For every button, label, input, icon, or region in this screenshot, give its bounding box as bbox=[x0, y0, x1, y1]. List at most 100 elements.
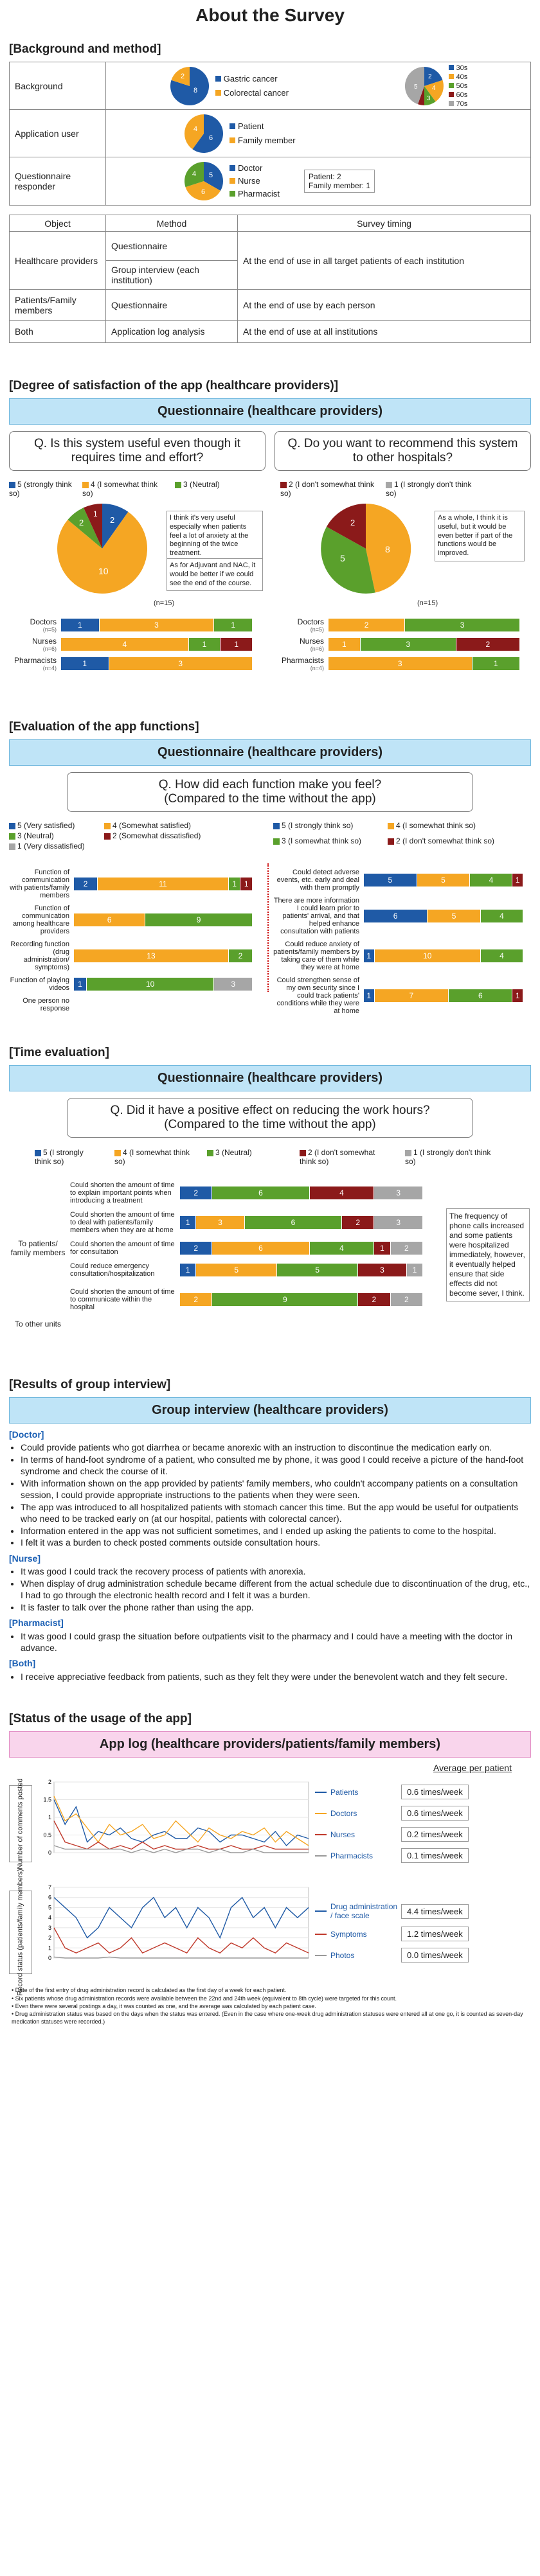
note-recommend: As a whole, I think it is useful, but it… bbox=[435, 511, 525, 561]
record-legend: Drug administration / face scale 4.4 time… bbox=[315, 1896, 531, 1969]
bars-useful: Doctors (n=5) 1 3 1 Nurses (n=6) 4 1 1 Pharmacists… bbox=[9, 613, 264, 675]
svg-text:(n=15): (n=15) bbox=[154, 599, 174, 607]
average-title: Average per patient bbox=[433, 1763, 512, 1774]
bar-segment: 1 bbox=[61, 657, 109, 670]
bar-segment: 1 bbox=[328, 638, 361, 651]
bar-segment: 2 bbox=[328, 619, 406, 631]
section-satisfaction: [Degree of satisfaction of the app (heal… bbox=[9, 379, 339, 393]
function-label: Function of communication among healthca… bbox=[12, 904, 69, 935]
function-label: There are more information I could learn… bbox=[273, 897, 359, 935]
record-chart: 0 1 2 3 4 5 6 7 bbox=[48, 1884, 309, 1961]
stacked-bar: 1 10 4 bbox=[363, 949, 524, 963]
function-label: Could reduce anxiety of patients/family … bbox=[273, 940, 359, 971]
bar-segment: 3 bbox=[328, 657, 473, 670]
svg-text:2: 2 bbox=[110, 515, 114, 525]
interview-item: When display of drug administration sche… bbox=[21, 1578, 531, 1601]
time-row-label: Could shorten the amount of time to expl… bbox=[70, 1181, 175, 1204]
usage-legend-row: Nurses 0.2 times/week bbox=[315, 1827, 531, 1842]
bar-segment: 4 bbox=[309, 1187, 375, 1199]
method-table: Object Method Survey timing Healthcare p… bbox=[9, 215, 531, 343]
responder-pie: 5 6 4 bbox=[184, 162, 224, 200]
bar-segment: 1 bbox=[364, 949, 375, 962]
note-useful-2: As for Adjuvant and NAC, it would be bet… bbox=[166, 558, 263, 592]
y-tick: 0.5 bbox=[43, 1832, 51, 1839]
patient-family-box: Patient: 2 Family member: 1 bbox=[304, 170, 375, 193]
bar-row-label: Pharmacists (n=4) bbox=[281, 656, 324, 671]
bar-segment: 5 bbox=[417, 874, 471, 887]
bar-segment: 6 bbox=[449, 989, 513, 1002]
bar-segment: 1 bbox=[512, 989, 523, 1002]
interview-results: [Doctor] Could provide patients who got … bbox=[9, 1429, 531, 1682]
bar-segment: 1 bbox=[180, 1264, 197, 1276]
section-interview: [Results of group interview] bbox=[9, 1378, 171, 1391]
bar-segment: 10 bbox=[374, 949, 481, 962]
series-line bbox=[53, 1821, 309, 1850]
series-line bbox=[53, 1796, 309, 1846]
group-patients: To patients/ family members bbox=[10, 1239, 66, 1257]
background-pie2: 2 4 3 5 bbox=[405, 66, 444, 105]
y-tick: 0 bbox=[48, 1849, 51, 1856]
bar-segment: 3 bbox=[374, 1216, 424, 1229]
function-label: Function of communication with patients/… bbox=[10, 869, 69, 899]
time-row-label: Could reduce emergency consultation/hosp… bbox=[70, 1262, 155, 1278]
bar-segment: 6 bbox=[364, 910, 428, 922]
y-label-record: Record status (patients/family members) bbox=[17, 1869, 25, 1997]
pie-slice-colorectal bbox=[171, 66, 190, 86]
interview-item: Information entered in the app was not s… bbox=[21, 1525, 531, 1537]
bars-recommend: Doctors (n=5) 2 3 Nurses (n=6) 1 3 2 Pharmacists(… bbox=[276, 613, 531, 675]
bar-row-label: Nurses (n=6) bbox=[32, 637, 57, 652]
svg-text:8: 8 bbox=[385, 544, 390, 554]
series-line bbox=[53, 1927, 309, 1954]
bar-segment: 6 bbox=[212, 1187, 310, 1199]
bar-segment: 1 bbox=[406, 1264, 424, 1276]
bar-segment: 4 bbox=[309, 1242, 375, 1255]
bar-row-label: Pharmacists (n=4) bbox=[14, 656, 57, 671]
svg-text:2: 2 bbox=[79, 518, 84, 527]
question-useful: Q. Is this system useful even though it … bbox=[9, 431, 266, 471]
bar-segment: 13 bbox=[74, 949, 229, 962]
bar-segment: 5 bbox=[428, 910, 481, 922]
bar-segment: 2 bbox=[180, 1187, 213, 1199]
bar-segment: 3 bbox=[109, 657, 253, 670]
bars-time: Could shorten the amount of time to expl… bbox=[70, 1175, 437, 1321]
role-nurse: [Nurse] bbox=[9, 1553, 41, 1564]
bar-segment: 1 bbox=[364, 989, 375, 1002]
svg-text:(n=15): (n=15) bbox=[417, 599, 438, 607]
svg-text:5: 5 bbox=[340, 553, 345, 563]
bar-segment: 1 bbox=[374, 1242, 391, 1255]
y-tick: 2 bbox=[48, 1779, 51, 1785]
pie-slice-gastric bbox=[170, 66, 209, 105]
comments-legend: Patients 0.6 times/week Doctors 0.6 times/w… bbox=[315, 1778, 531, 1869]
interview-item: In terms of hand-foot syndrome of a pati… bbox=[21, 1454, 531, 1478]
bar-segment: 10 bbox=[86, 978, 215, 991]
bar-segment: 9 bbox=[145, 913, 253, 926]
legend-gastric: Gastric cancer bbox=[223, 73, 278, 84]
legend-think: 5 (I strongly think so) 4 (I somewhat th… bbox=[273, 821, 531, 851]
series-line bbox=[53, 1896, 309, 1939]
banner-interview: Group interview (healthcare providers) bbox=[9, 1397, 531, 1424]
bar-segment: 3 bbox=[358, 1264, 407, 1276]
page-title: About the Survey bbox=[195, 5, 345, 25]
bar-segment: 3 bbox=[360, 638, 456, 651]
y-tick: 0 bbox=[48, 1955, 51, 1961]
y-tick: 2 bbox=[48, 1935, 51, 1941]
y-tick: 6 bbox=[48, 1894, 51, 1901]
series-line bbox=[53, 1799, 309, 1847]
note-time: The frequency of phone calls increased a… bbox=[446, 1208, 530, 1301]
interview-item: I receive appreciative feedback from pat… bbox=[21, 1671, 531, 1682]
bar-segment: 1 bbox=[228, 878, 241, 890]
bar-segment: 4 bbox=[480, 910, 523, 922]
svg-text:6: 6 bbox=[209, 134, 213, 142]
banner-questionnaire-2: Questionnaire (healthcare providers) bbox=[9, 739, 531, 766]
bars-effects: Could detect adverse events, etc. early … bbox=[273, 863, 531, 1020]
bar-segment: 3 bbox=[196, 1216, 245, 1229]
